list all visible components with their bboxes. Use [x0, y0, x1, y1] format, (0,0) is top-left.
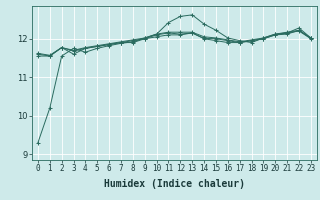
X-axis label: Humidex (Indice chaleur): Humidex (Indice chaleur) — [104, 179, 245, 189]
